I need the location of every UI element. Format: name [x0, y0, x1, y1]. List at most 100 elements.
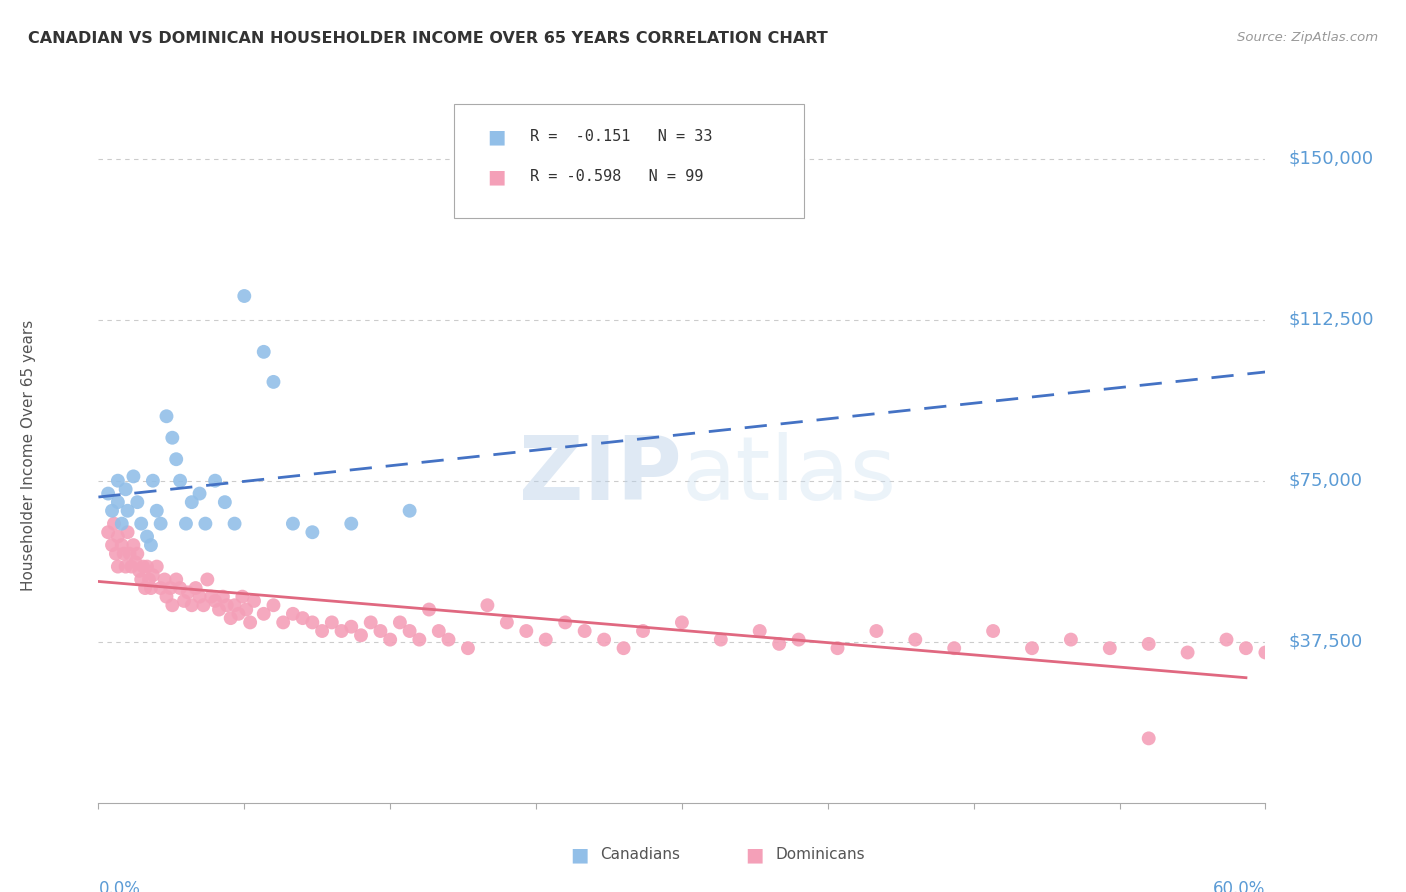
Point: [128, 564, 150, 578]
Point: [134, 581, 156, 595]
Point: [107, 495, 129, 509]
Point: [149, 581, 172, 595]
Point: [427, 624, 450, 638]
Point: [224, 516, 246, 531]
Point: [768, 637, 790, 651]
Point: [865, 624, 887, 638]
Point: [291, 611, 314, 625]
Point: [243, 594, 266, 608]
Point: [124, 555, 146, 569]
Text: ZIP: ZIP: [519, 433, 682, 519]
Point: [388, 615, 411, 630]
Point: [398, 624, 420, 638]
Point: [340, 516, 363, 531]
Point: [122, 538, 145, 552]
Point: [311, 624, 333, 638]
Text: CANADIAN VS DOMINICAN HOUSEHOLDER INCOME OVER 65 YEARS CORRELATION CHART: CANADIAN VS DOMINICAN HOUSEHOLDER INCOME…: [28, 31, 828, 46]
Point: [457, 641, 479, 656]
Point: [827, 641, 849, 656]
Text: 60.0%: 60.0%: [1213, 880, 1265, 892]
Point: [142, 474, 165, 488]
Point: [262, 599, 284, 613]
Point: [162, 599, 184, 613]
Text: $37,500: $37,500: [1289, 632, 1362, 651]
Point: [671, 615, 693, 630]
Point: [1021, 641, 1043, 656]
Point: [139, 581, 162, 595]
Point: [1137, 637, 1160, 651]
Text: Dominicans: Dominicans: [775, 847, 865, 863]
Point: [281, 516, 304, 531]
Point: [107, 529, 129, 543]
Point: [136, 529, 159, 543]
Text: R =  -0.151   N = 33: R = -0.151 N = 33: [530, 129, 713, 145]
Point: [253, 344, 276, 359]
Point: [1177, 645, 1199, 659]
Point: [631, 624, 654, 638]
Point: [112, 547, 135, 561]
Point: [193, 599, 215, 613]
Point: [200, 590, 222, 604]
Point: [184, 581, 207, 595]
Text: R = -0.598   N = 99: R = -0.598 N = 99: [530, 169, 703, 184]
Point: [194, 516, 217, 531]
Point: [111, 516, 134, 531]
Point: [114, 483, 136, 497]
Text: ■: ■: [745, 846, 763, 864]
Point: [104, 547, 127, 561]
Text: $150,000: $150,000: [1289, 150, 1374, 168]
Point: [169, 581, 191, 595]
Point: [127, 547, 149, 561]
Point: [97, 486, 120, 500]
Point: [378, 632, 402, 647]
Point: [233, 289, 256, 303]
Point: [204, 594, 226, 608]
Point: [231, 590, 253, 604]
Point: [117, 525, 139, 540]
Point: [262, 375, 284, 389]
Point: [418, 602, 440, 616]
Point: [612, 641, 634, 656]
Point: [1060, 632, 1083, 647]
Point: [214, 495, 236, 509]
Text: $75,000: $75,000: [1289, 472, 1362, 490]
Point: [173, 594, 195, 608]
Point: [301, 615, 323, 630]
Point: [281, 607, 304, 621]
Point: [1098, 641, 1121, 656]
Point: [228, 607, 250, 621]
Text: $112,500: $112,500: [1289, 310, 1374, 328]
Point: [219, 611, 242, 625]
Point: [180, 495, 202, 509]
Point: [554, 615, 576, 630]
Point: [107, 559, 129, 574]
Text: Source: ZipAtlas.com: Source: ZipAtlas.com: [1237, 31, 1378, 45]
Point: [111, 538, 134, 552]
Point: [360, 615, 382, 630]
Point: [139, 538, 162, 552]
Point: [330, 624, 353, 638]
Point: [904, 632, 927, 647]
Point: [129, 516, 152, 531]
Point: [710, 632, 733, 647]
Point: [129, 573, 152, 587]
Text: ■: ■: [486, 128, 505, 146]
Point: [271, 615, 294, 630]
Point: [142, 568, 165, 582]
Point: [101, 538, 124, 552]
Point: [188, 486, 211, 500]
Text: 0.0%: 0.0%: [98, 880, 141, 892]
Point: [195, 573, 218, 587]
Text: atlas: atlas: [682, 433, 897, 519]
Point: [122, 469, 145, 483]
Point: [301, 525, 323, 540]
Point: [1254, 645, 1277, 659]
Point: [117, 504, 139, 518]
Point: [188, 590, 211, 604]
Point: [136, 559, 159, 574]
Point: [159, 581, 181, 595]
Point: [574, 624, 596, 638]
Point: [162, 431, 184, 445]
Point: [321, 615, 343, 630]
Point: [177, 585, 200, 599]
